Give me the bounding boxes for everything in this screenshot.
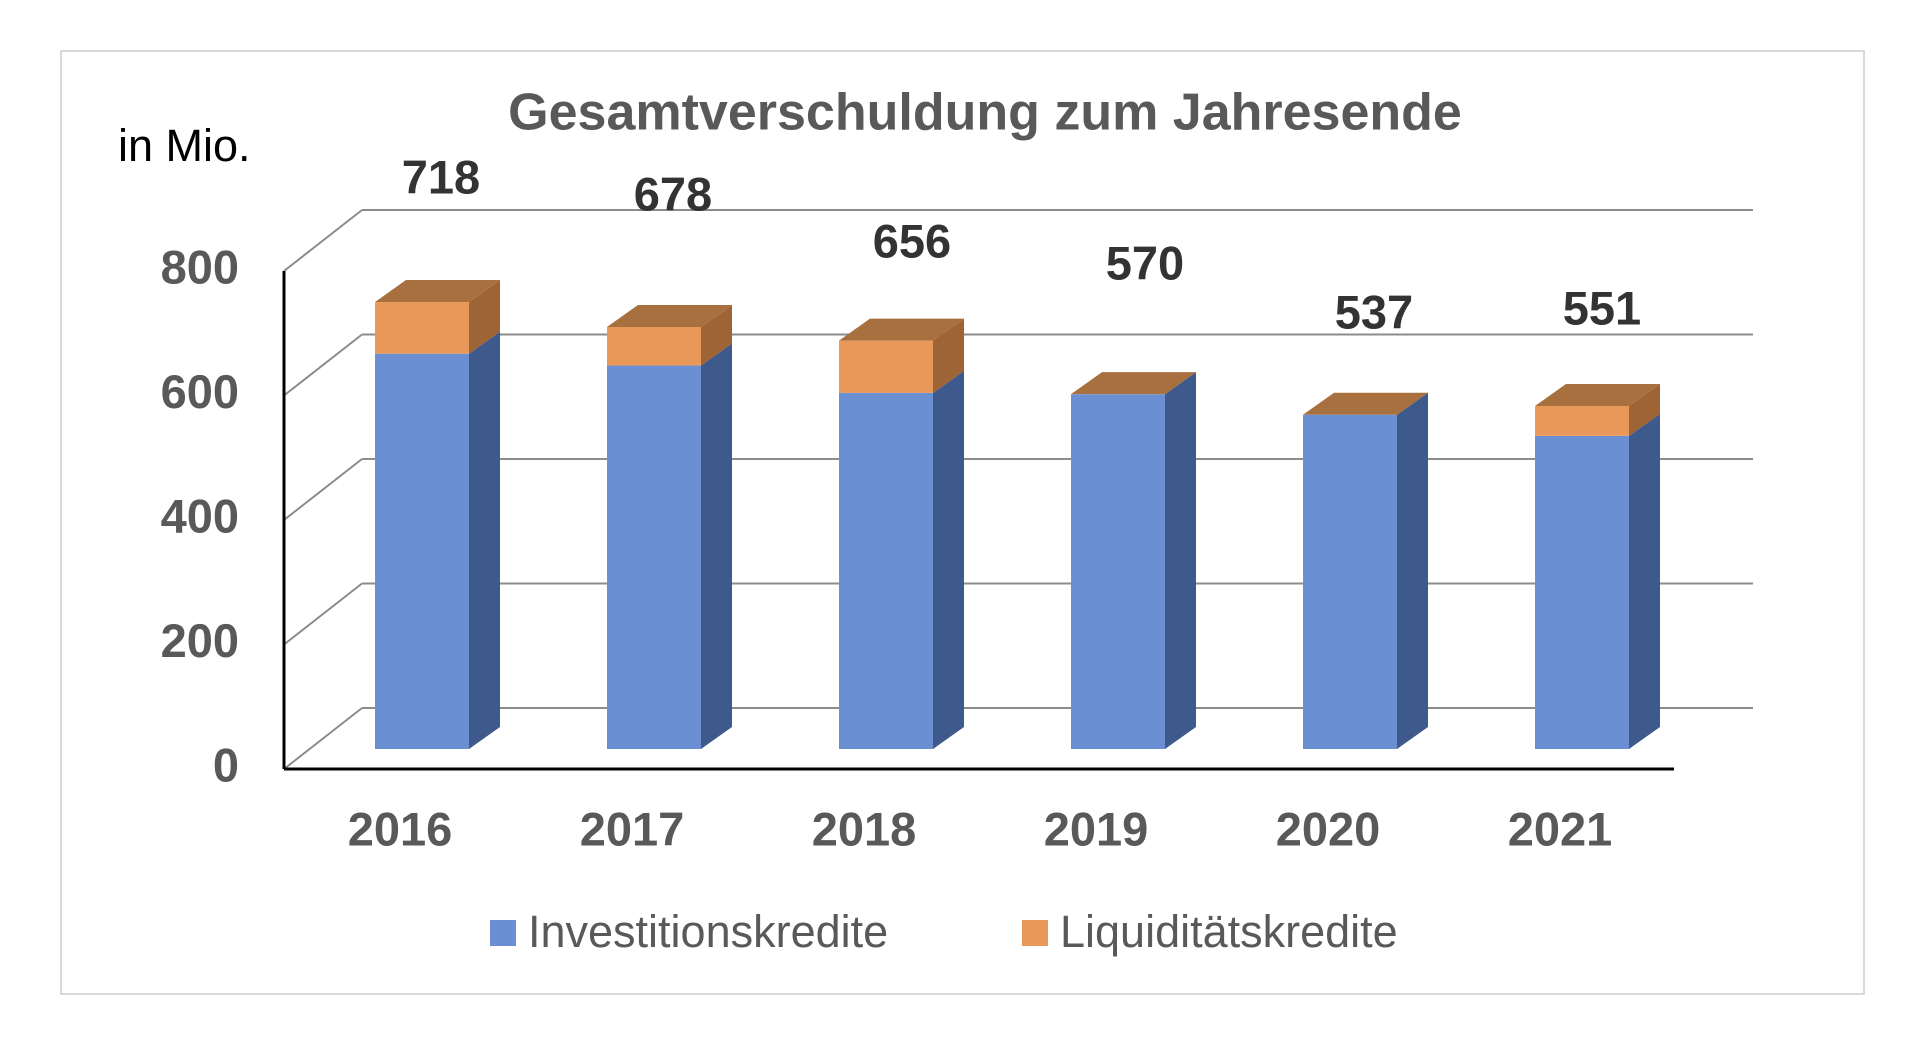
bar-side xyxy=(701,304,732,366)
total-label: 656 xyxy=(873,214,951,267)
y-tick-label: 600 xyxy=(161,365,239,418)
grid-line-side xyxy=(283,209,363,272)
grid-line-side xyxy=(283,707,363,770)
bar xyxy=(375,353,469,749)
bar-side xyxy=(701,343,732,749)
x-tick-label: 2020 xyxy=(1276,802,1381,855)
bar xyxy=(607,326,701,366)
x-tick-label: 2018 xyxy=(812,802,917,855)
bar xyxy=(1303,414,1397,749)
bar-side xyxy=(1629,413,1660,749)
bar-top xyxy=(1303,392,1428,415)
bar-side xyxy=(933,370,964,749)
bar-side xyxy=(469,280,500,354)
grid-line-side xyxy=(283,582,363,646)
x-tick-label: 2017 xyxy=(580,802,685,855)
bar-side xyxy=(1629,384,1660,436)
bar xyxy=(1535,406,1629,436)
bar-side xyxy=(1165,372,1196,749)
bar xyxy=(1535,435,1629,749)
bar xyxy=(839,340,933,393)
bar-top xyxy=(1071,372,1196,395)
y-axis-label: in Mio. xyxy=(118,120,251,171)
x-tick-label: 2019 xyxy=(1044,802,1149,855)
legend-label: Liquiditätskredite xyxy=(1060,906,1398,957)
y-tick-label: 400 xyxy=(161,489,239,542)
bar-top xyxy=(1535,384,1660,407)
bar xyxy=(375,302,469,354)
total-label: 537 xyxy=(1335,285,1413,338)
legend-label: Investitionskredite xyxy=(528,906,888,957)
chart-title: Gesamtverschuldung zum Jahresende xyxy=(508,84,1462,142)
grid-line-side xyxy=(283,333,363,397)
x-tick-label: 2021 xyxy=(1508,802,1613,855)
grid-line-side xyxy=(283,458,363,521)
y-tick-label: 200 xyxy=(161,614,239,667)
total-label: 678 xyxy=(634,167,712,220)
bar-top xyxy=(839,318,964,341)
bar-top xyxy=(607,304,732,327)
bar-side xyxy=(933,318,964,393)
y-tick-label: 800 xyxy=(161,240,239,293)
total-label: 551 xyxy=(1563,281,1641,334)
bar-side xyxy=(469,331,500,749)
total-label: 570 xyxy=(1106,236,1184,289)
y-tick-label: 0 xyxy=(213,738,239,791)
bar xyxy=(839,392,933,749)
bar-top xyxy=(375,280,500,303)
bar xyxy=(607,365,701,749)
bar xyxy=(1071,394,1165,749)
total-label: 718 xyxy=(402,150,480,203)
x-tick-label: 2016 xyxy=(348,802,453,855)
legend-swatch xyxy=(490,920,516,946)
bar-side xyxy=(1397,392,1428,749)
legend-swatch xyxy=(1022,920,1048,946)
